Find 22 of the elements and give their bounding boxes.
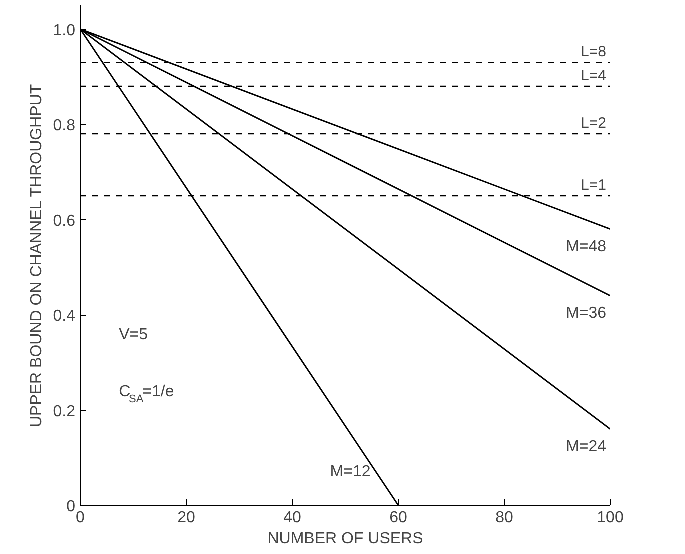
x-tick-label: 60	[390, 510, 408, 526]
y-tick-label: 0.2	[53, 403, 76, 420]
annotation: V=5	[119, 326, 148, 344]
y-tick-label: 0	[66, 498, 76, 516]
series-label: M=12	[330, 464, 371, 480]
x-tick-label: 100	[597, 510, 624, 526]
y-tick-label: 1.0	[53, 22, 76, 40]
annotation: L=4	[581, 67, 607, 84]
series-label: M=48	[566, 238, 607, 256]
annotation: L=2	[581, 115, 607, 132]
y-axis-title: UPPER BOUND ON CHANNEL THROUGHPUT	[28, 84, 46, 428]
x-tick-label: 20	[178, 510, 196, 526]
series-label: M=36	[566, 304, 607, 322]
y-tick-label: 0.8	[53, 118, 76, 135]
x-tick-label: 40	[284, 510, 302, 526]
series-label: M=24	[566, 438, 607, 456]
y-tick-label: 0.6	[53, 212, 76, 230]
x-axis-title: NUMBER OF USERS	[268, 530, 424, 548]
annotation: L=8	[581, 44, 607, 61]
y-tick-label: 0.4	[53, 308, 76, 326]
x-tick-label: 80	[496, 510, 514, 526]
annotation: L=1	[581, 176, 607, 194]
